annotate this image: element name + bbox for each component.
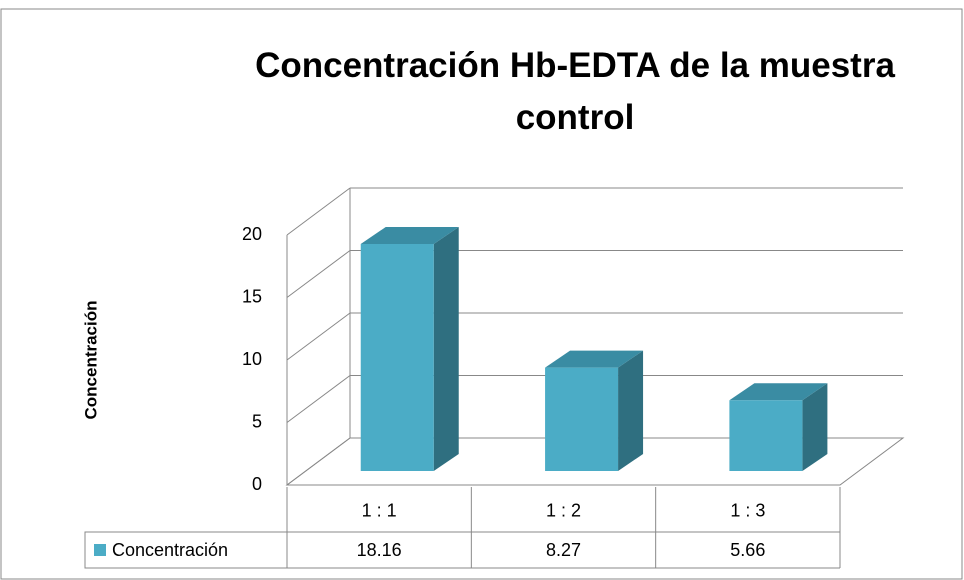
y-tick-label: 5: [252, 411, 262, 431]
bar-side: [618, 350, 644, 471]
table-value: 8.27: [546, 540, 581, 560]
bar-front: [729, 400, 803, 471]
grid-line: [286, 187, 351, 236]
legend-swatch: [94, 544, 106, 556]
chart-border: [0, 8, 963, 580]
bar-side: [802, 383, 828, 471]
table-legend-cell: [84, 531, 288, 569]
y-axis-label: Concentración: [81, 300, 100, 419]
bar: [729, 383, 828, 471]
bar-front: [545, 367, 619, 471]
grid-line: [286, 250, 351, 298]
table-value: 5.66: [730, 540, 765, 560]
y-tick-label: 20: [242, 224, 262, 244]
bar-top: [729, 383, 828, 401]
y-tick-label: 10: [242, 349, 262, 369]
chart-title: Concentración Hb-EDTA de la muestra cont…: [255, 46, 895, 137]
bar-top: [545, 350, 644, 368]
bar: [360, 227, 459, 471]
bar: [545, 350, 644, 471]
bar-front: [360, 244, 434, 471]
y-tick-label: 15: [242, 286, 262, 306]
legend-label: Concentración: [112, 540, 228, 560]
grid-line: [286, 437, 351, 486]
y-tick-label: 0: [252, 474, 262, 494]
table-value: 18.16: [357, 540, 402, 560]
bar-side: [433, 227, 459, 471]
x-tick-label: 1 : 2: [546, 500, 581, 520]
grid-line: [286, 312, 351, 361]
bar-top: [360, 227, 459, 244]
x-tick-label: 1 : 1: [362, 500, 397, 520]
x-tick-label: 1 : 3: [730, 500, 765, 520]
grid-line: [286, 375, 351, 423]
